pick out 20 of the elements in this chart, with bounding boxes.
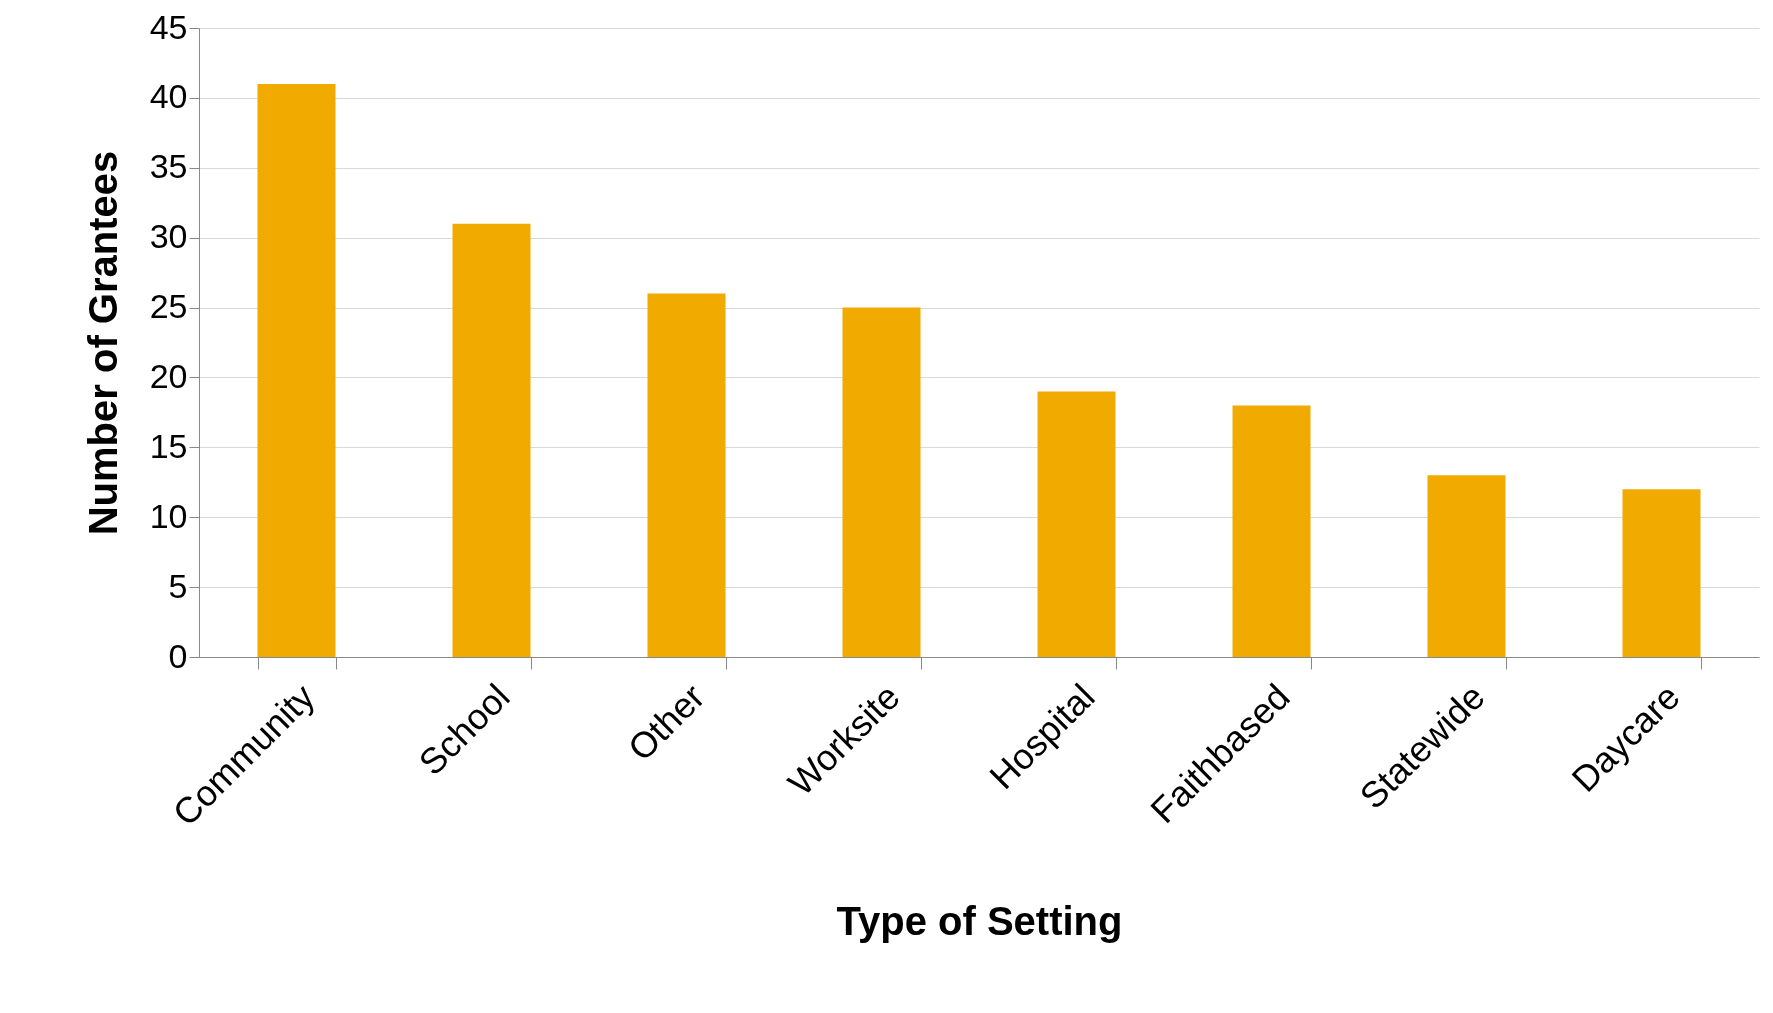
y-tick-label: 15: [149, 426, 188, 465]
bar: [842, 307, 921, 657]
y-tick-label: 25: [149, 287, 188, 326]
y-axis-title: Number of Grantees: [80, 150, 125, 536]
y-tick-label: 10: [149, 496, 188, 535]
y-tick-label: 0: [168, 636, 188, 675]
y-tick-label: 35: [149, 147, 188, 186]
y-tick-label: 45: [149, 7, 188, 46]
y-tick-label: 40: [149, 77, 188, 116]
bar: [647, 293, 726, 657]
bar: [1427, 475, 1506, 657]
bar: [1232, 405, 1311, 657]
x-axis-title: Type of Setting: [836, 898, 1123, 943]
bar: [1622, 489, 1701, 657]
y-tick-label: 20: [149, 356, 188, 395]
y-tick-label: 30: [149, 217, 188, 256]
bar: [452, 223, 531, 657]
bar: [1037, 391, 1116, 657]
y-tick-label: 5: [168, 566, 188, 605]
bar: [257, 83, 336, 657]
